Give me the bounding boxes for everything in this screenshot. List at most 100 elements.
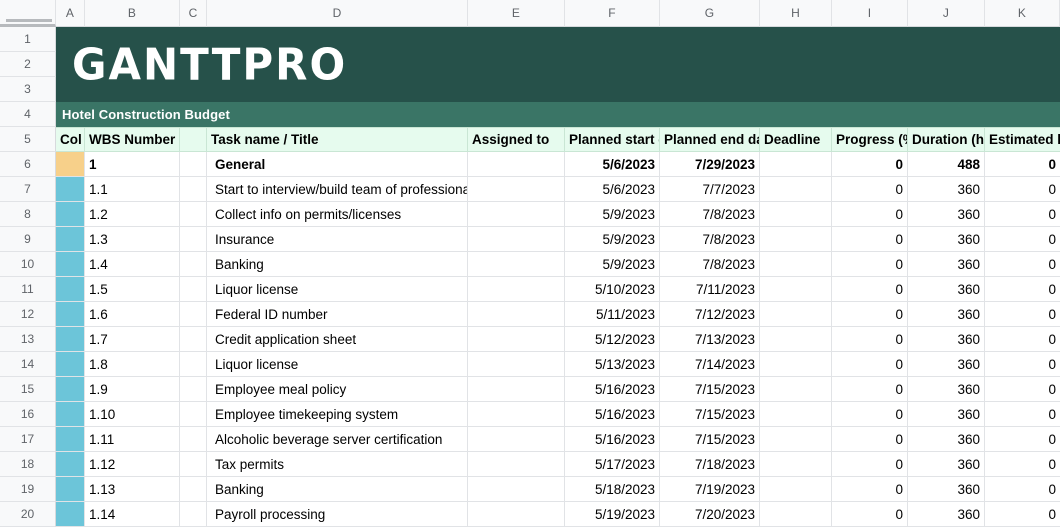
cell-planned-start[interactable]: 5/12/2023 bbox=[565, 327, 660, 352]
cell-wbs[interactable]: 1.5 bbox=[85, 277, 180, 302]
row-header-1[interactable]: 1 bbox=[0, 27, 56, 52]
cell-indent[interactable] bbox=[180, 477, 207, 502]
cell-assigned-to[interactable] bbox=[468, 277, 565, 302]
cell-wbs[interactable]: 1.10 bbox=[85, 402, 180, 427]
cell-assigned-to[interactable] bbox=[468, 352, 565, 377]
table-row[interactable]: 19 1.13 Banking 5/18/2023 7/19/2023 0 360 0 bbox=[0, 477, 1060, 502]
cell-task-name[interactable]: Banking bbox=[207, 252, 468, 277]
cell-planned-end[interactable]: 7/8/2023 bbox=[660, 227, 760, 252]
cell-planned-start[interactable]: 5/17/2023 bbox=[565, 452, 660, 477]
cell-planned-end[interactable]: 7/14/2023 bbox=[660, 352, 760, 377]
cell-task-name[interactable]: General bbox=[207, 152, 468, 177]
cell-indent[interactable] bbox=[180, 352, 207, 377]
header-cell-planned-end[interactable]: Planned end da bbox=[660, 127, 760, 152]
cell-estimated-hours[interactable]: 0 bbox=[985, 427, 1060, 452]
cell-wbs[interactable]: 1.13 bbox=[85, 477, 180, 502]
cell-indent[interactable] bbox=[180, 177, 207, 202]
header-cell-progress[interactable]: Progress (% bbox=[832, 127, 908, 152]
cell-indent[interactable] bbox=[180, 377, 207, 402]
header-cell-spacer[interactable] bbox=[180, 127, 207, 152]
cell-planned-start[interactable]: 5/19/2023 bbox=[565, 502, 660, 527]
cell-estimated-hours[interactable]: 0 bbox=[985, 402, 1060, 427]
cell-indent[interactable] bbox=[180, 402, 207, 427]
header-cell-wbs[interactable]: WBS Number bbox=[85, 127, 180, 152]
cell-color-swatch[interactable] bbox=[56, 377, 85, 402]
row-header-5[interactable]: 5 bbox=[0, 127, 56, 152]
column-header-k[interactable]: K bbox=[985, 0, 1060, 27]
row-header-20[interactable]: 20 bbox=[0, 502, 56, 527]
cell-planned-start[interactable]: 5/16/2023 bbox=[565, 377, 660, 402]
cell-planned-end[interactable]: 7/13/2023 bbox=[660, 327, 760, 352]
row-header-8[interactable]: 8 bbox=[0, 202, 56, 227]
cell-deadline[interactable] bbox=[760, 352, 832, 377]
cell-deadline[interactable] bbox=[760, 177, 832, 202]
row-header-17[interactable]: 17 bbox=[0, 427, 56, 452]
row-header-13[interactable]: 13 bbox=[0, 327, 56, 352]
cell-progress[interactable]: 0 bbox=[832, 352, 908, 377]
cell-wbs[interactable]: 1.8 bbox=[85, 352, 180, 377]
cell-progress[interactable]: 0 bbox=[832, 152, 908, 177]
table-row[interactable]: 11 1.5 Liquor license 5/10/2023 7/11/2023 0 36… bbox=[0, 277, 1060, 302]
column-header-j[interactable]: J bbox=[908, 0, 985, 27]
cell-planned-start[interactable]: 5/13/2023 bbox=[565, 352, 660, 377]
cell-color-swatch[interactable] bbox=[56, 452, 85, 477]
cell-wbs[interactable]: 1.6 bbox=[85, 302, 180, 327]
cell-wbs[interactable]: 1.11 bbox=[85, 427, 180, 452]
column-header-g[interactable]: G bbox=[660, 0, 760, 27]
cell-progress[interactable]: 0 bbox=[832, 177, 908, 202]
cell-task-name[interactable]: Collect info on permits/licenses bbox=[207, 202, 468, 227]
cell-assigned-to[interactable] bbox=[468, 377, 565, 402]
cell-task-name[interactable]: Insurance bbox=[207, 227, 468, 252]
cell-deadline[interactable] bbox=[760, 327, 832, 352]
cell-color-swatch[interactable] bbox=[56, 152, 85, 177]
table-row[interactable]: 7 1.1 Start to interview/build team of pro… bbox=[0, 177, 1060, 202]
cell-planned-end[interactable]: 7/15/2023 bbox=[660, 402, 760, 427]
cell-wbs[interactable]: 1.12 bbox=[85, 452, 180, 477]
cell-wbs[interactable]: 1.3 bbox=[85, 227, 180, 252]
cell-indent[interactable] bbox=[180, 227, 207, 252]
cell-deadline[interactable] bbox=[760, 427, 832, 452]
cell-duration[interactable]: 360 bbox=[908, 352, 985, 377]
cell-indent[interactable] bbox=[180, 302, 207, 327]
row-header-9[interactable]: 9 bbox=[0, 227, 56, 252]
cell-indent[interactable] bbox=[180, 327, 207, 352]
cell-duration[interactable]: 360 bbox=[908, 402, 985, 427]
cell-duration[interactable]: 360 bbox=[908, 477, 985, 502]
cell-assigned-to[interactable] bbox=[468, 477, 565, 502]
header-cell-task[interactable]: Task name / Title bbox=[207, 127, 468, 152]
cell-deadline[interactable] bbox=[760, 152, 832, 177]
cell-indent[interactable] bbox=[180, 252, 207, 277]
row-header-16[interactable]: 16 bbox=[0, 402, 56, 427]
cell-indent[interactable] bbox=[180, 427, 207, 452]
table-row[interactable]: 17 1.11 Alcoholic beverage server certific… bbox=[0, 427, 1060, 452]
cell-task-name[interactable]: Start to interview/build team of profess… bbox=[207, 177, 468, 202]
cell-duration[interactable]: 360 bbox=[908, 277, 985, 302]
cell-progress[interactable]: 0 bbox=[832, 427, 908, 452]
cell-wbs[interactable]: 1.4 bbox=[85, 252, 180, 277]
cell-progress[interactable]: 0 bbox=[832, 227, 908, 252]
cell-estimated-hours[interactable]: 0 bbox=[985, 202, 1060, 227]
cell-estimated-hours[interactable]: 0 bbox=[985, 302, 1060, 327]
cell-wbs[interactable]: 1.9 bbox=[85, 377, 180, 402]
cell-planned-start[interactable]: 5/18/2023 bbox=[565, 477, 660, 502]
cell-planned-end[interactable]: 7/12/2023 bbox=[660, 302, 760, 327]
cell-wbs[interactable]: 1.1 bbox=[85, 177, 180, 202]
cell-color-swatch[interactable] bbox=[56, 427, 85, 452]
cell-assigned-to[interactable] bbox=[468, 227, 565, 252]
cell-wbs[interactable]: 1 bbox=[85, 152, 180, 177]
cell-task-name[interactable]: Payroll processing bbox=[207, 502, 468, 527]
column-header-f[interactable]: F bbox=[565, 0, 660, 27]
row-header-19[interactable]: 19 bbox=[0, 477, 56, 502]
cell-assigned-to[interactable] bbox=[468, 427, 565, 452]
cell-duration[interactable]: 360 bbox=[908, 427, 985, 452]
cell-estimated-hours[interactable]: 0 bbox=[985, 277, 1060, 302]
column-header-h[interactable]: H bbox=[760, 0, 832, 27]
cell-duration[interactable]: 488 bbox=[908, 152, 985, 177]
cell-task-name[interactable]: Liquor license bbox=[207, 352, 468, 377]
cell-color-swatch[interactable] bbox=[56, 277, 85, 302]
cell-duration[interactable]: 360 bbox=[908, 227, 985, 252]
cell-progress[interactable]: 0 bbox=[832, 477, 908, 502]
row-header-4[interactable]: 4 bbox=[0, 102, 56, 127]
cell-assigned-to[interactable] bbox=[468, 202, 565, 227]
